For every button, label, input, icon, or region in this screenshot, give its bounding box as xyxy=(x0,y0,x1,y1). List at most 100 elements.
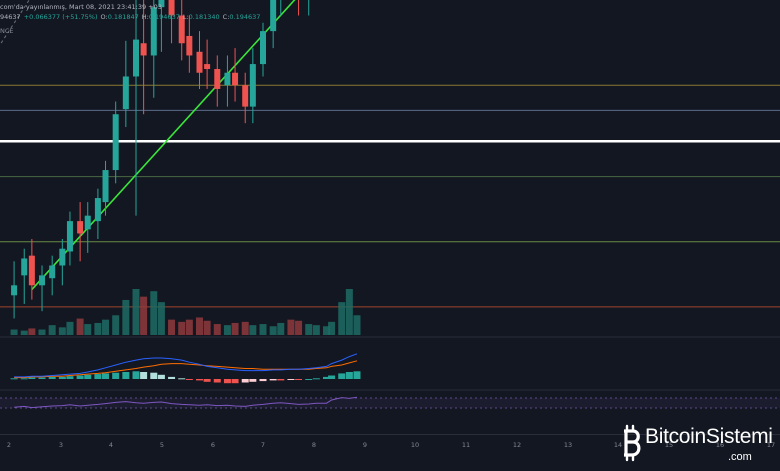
macd-histogram-bar xyxy=(203,379,211,382)
candle-body xyxy=(270,0,277,32)
indicator-label: NCE xyxy=(0,27,14,35)
macd-histogram-bar xyxy=(196,379,203,381)
macd-histogram-bar xyxy=(328,375,336,379)
macd-histogram-bar xyxy=(287,379,295,380)
close-value: 0.194637 xyxy=(229,13,261,21)
candles xyxy=(11,0,310,319)
horizontal-levels xyxy=(0,84,780,391)
brand-name: BitcoinSistemi xyxy=(645,425,773,448)
volume-bar xyxy=(122,299,130,335)
macd-line xyxy=(14,353,358,378)
volume-bar xyxy=(10,329,18,335)
x-tick: 6 xyxy=(210,441,216,449)
volume-bar xyxy=(150,291,158,335)
macd-histogram-bar xyxy=(102,373,110,379)
macd-histogram-bar xyxy=(157,374,165,379)
x-tick: 4 xyxy=(108,441,114,449)
x-tick: 13 xyxy=(563,441,573,449)
x-tick: 7 xyxy=(260,441,266,449)
x-tick: 16 xyxy=(715,441,725,449)
candle-body xyxy=(28,255,35,286)
candle-body xyxy=(122,76,129,110)
macd-histogram-bar xyxy=(20,378,28,380)
macd-histogram-bar xyxy=(76,375,84,379)
macd-histogram-bar xyxy=(94,374,102,379)
volume-bar xyxy=(66,321,74,335)
volume-bar xyxy=(295,320,303,335)
brand-domain: .com xyxy=(728,451,752,463)
candle-body xyxy=(77,221,84,234)
candle-body xyxy=(150,7,157,56)
volume-bar xyxy=(328,321,336,335)
candle-body xyxy=(178,15,185,44)
volume-bar xyxy=(305,324,313,335)
close-label: C: xyxy=(222,13,230,21)
candle-body xyxy=(224,72,231,86)
x-tick: 14 xyxy=(613,441,623,449)
candle-body xyxy=(102,170,109,203)
candle-body xyxy=(204,64,211,70)
candle-body xyxy=(158,0,165,8)
macd-histogram-bar xyxy=(312,378,320,380)
candle-body xyxy=(133,39,139,77)
macd-histogram-bar xyxy=(353,371,361,379)
macd-histogram-bar xyxy=(178,378,186,380)
x-tick: 15 xyxy=(664,441,674,449)
macd-histogram-bar xyxy=(84,374,92,379)
macd-histogram-bar xyxy=(66,376,74,379)
drawings xyxy=(0,0,296,291)
macd-histogram-bar xyxy=(223,379,231,384)
macd-histogram-bar xyxy=(150,372,158,379)
candle-body xyxy=(59,248,66,266)
x-tick: 3 xyxy=(58,441,64,449)
volume-bar xyxy=(287,319,295,335)
macd-histogram-bar xyxy=(213,379,221,383)
bitcoin-logo-icon xyxy=(624,424,641,462)
macd-histogram-bar xyxy=(323,376,330,379)
macd-histogram-bar xyxy=(305,379,313,380)
macd-histogram-bar xyxy=(122,372,130,379)
macd-histogram-bar xyxy=(345,372,353,379)
open-label: O: xyxy=(100,13,108,21)
volume-bar xyxy=(178,321,186,335)
macd-histogram-bar xyxy=(58,376,66,379)
time-axis[interactable]: 2 3 4 5 6 7 8 9 10 11 12 13 14 15 16 17 xyxy=(0,434,780,471)
candle-body xyxy=(196,51,203,73)
high-label: H: xyxy=(141,13,149,21)
candle-body xyxy=(49,265,56,279)
macd-histogram-bar xyxy=(231,379,239,384)
macd-histogram-bar xyxy=(269,379,277,381)
x-tick: 11 xyxy=(461,441,471,449)
macd-histogram-bar xyxy=(241,379,249,383)
volume-bar xyxy=(269,326,277,335)
candle-body xyxy=(242,85,249,107)
candle-body xyxy=(232,72,239,86)
volume-bar xyxy=(28,328,36,335)
volume-bar xyxy=(249,325,257,335)
volume-bar xyxy=(112,315,120,335)
low-value: 0.181340 xyxy=(188,13,220,21)
volume-bar xyxy=(338,302,346,335)
volume-bar xyxy=(213,324,221,335)
candle-body xyxy=(186,35,193,56)
volume-bar xyxy=(353,315,361,335)
x-tick: 9 xyxy=(362,441,368,449)
volume-bar xyxy=(76,318,84,335)
volume-bar xyxy=(231,322,239,335)
macd-histogram-bar xyxy=(10,378,18,380)
volume-bar xyxy=(102,319,110,335)
macd-histogram-bar xyxy=(338,373,346,379)
volume-bar xyxy=(277,322,285,335)
macd-histogram-bar xyxy=(48,376,56,379)
high-value: 0.194637 xyxy=(148,13,180,21)
volume-bar xyxy=(48,325,56,335)
candle-body xyxy=(140,43,147,56)
low-label: L: xyxy=(182,13,189,21)
candle-body xyxy=(112,114,119,171)
candle-body xyxy=(94,198,101,222)
candle-body xyxy=(11,285,18,296)
price-change: +0.066377 (+51.75%) xyxy=(23,13,98,21)
ohlc-legend: 94637 +0.066377 (+51.75%) O:0.181847 H:0.19… xyxy=(0,13,260,21)
candle-body xyxy=(260,31,266,65)
